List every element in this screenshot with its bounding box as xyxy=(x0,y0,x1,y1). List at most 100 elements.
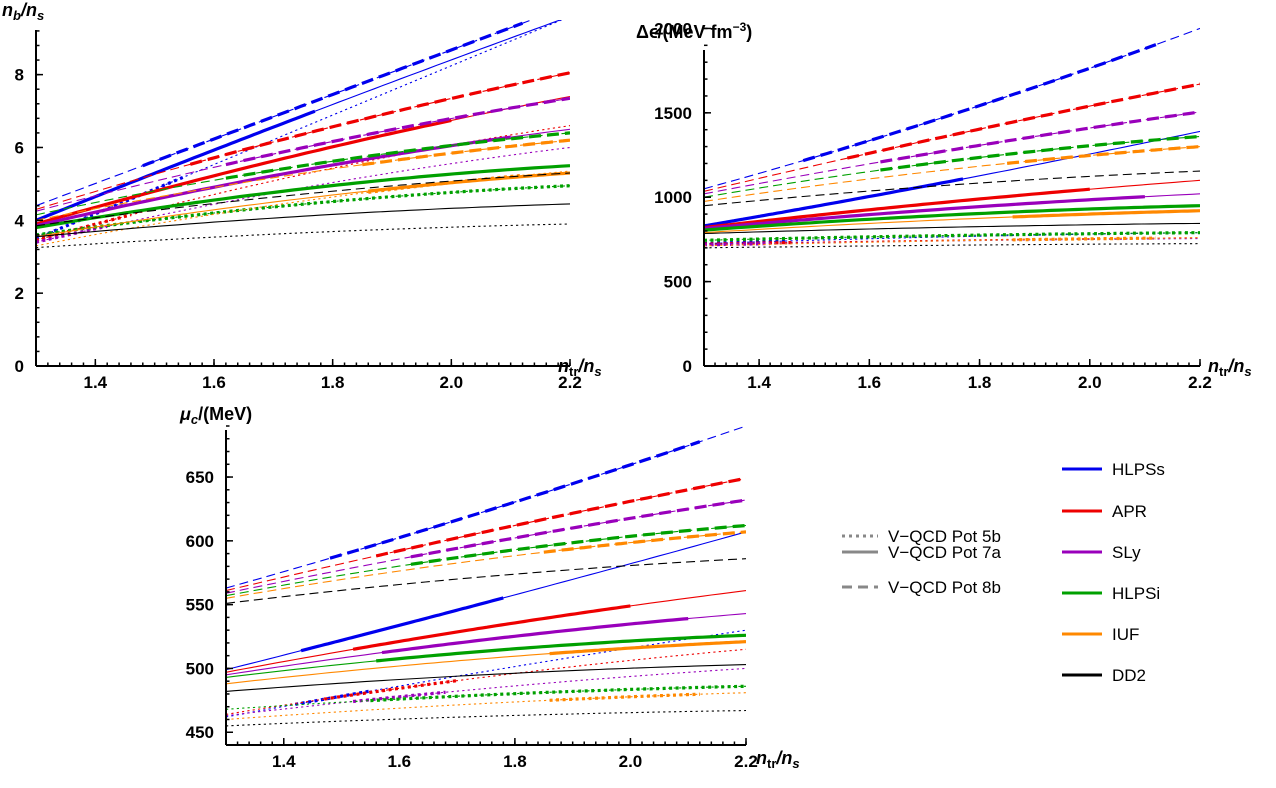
series-line xyxy=(704,238,1200,246)
series-line xyxy=(704,243,1200,249)
series-line xyxy=(226,685,746,710)
y-tick-label: 0 xyxy=(683,357,692,376)
series-line-thick xyxy=(410,498,746,559)
y-tick-label: 1000 xyxy=(654,188,692,207)
de-panel: 1.4 1.6 1.8 2.0 2.2 0 500 1000 1500 2000 Δϵ/(MeV … xyxy=(636,19,1252,392)
series-line xyxy=(704,232,1200,245)
series-line-thick xyxy=(880,110,1200,164)
series-line xyxy=(226,499,746,594)
series-line xyxy=(226,667,746,717)
series-line-thick xyxy=(36,135,511,228)
series-line-thick xyxy=(36,164,570,230)
legend-model-label: DD2 xyxy=(1112,666,1146,685)
mu-plot-area xyxy=(226,426,746,727)
series-line-thick xyxy=(1012,236,1156,242)
nb-x-axis-label: ntr/ns xyxy=(558,356,602,379)
series-line-thick xyxy=(36,224,108,244)
series-line-thick xyxy=(36,118,452,226)
mu-x-axis-label: ntr/ns xyxy=(756,748,800,771)
series-line-thick xyxy=(410,523,746,566)
series-line xyxy=(704,27,1200,190)
legend-model-label: SLy xyxy=(1112,543,1141,562)
series-line xyxy=(36,146,570,243)
x-tick-label: 1.4 xyxy=(84,373,108,392)
series-line-thick xyxy=(368,171,570,193)
legend-model-item: SLy xyxy=(1062,543,1141,562)
series-line xyxy=(226,664,746,692)
series-line xyxy=(226,524,746,597)
legend-model-label: HLPSs xyxy=(1112,460,1165,479)
series-line-thick xyxy=(1006,145,1200,165)
series-line-thick xyxy=(704,204,1200,232)
x-tick-label: 2.2 xyxy=(1188,373,1212,392)
series-line xyxy=(36,72,570,210)
series-line-thick xyxy=(225,131,570,180)
series-line xyxy=(704,222,1200,235)
de-y-axis-label: Δϵ/(MeV fm−3) xyxy=(636,20,752,42)
x-tick-label: 1.8 xyxy=(321,373,345,392)
series-line-thick xyxy=(329,440,701,560)
series-line xyxy=(704,170,1200,207)
y-tick-label: 2 xyxy=(15,284,24,303)
y-tick-label: 650 xyxy=(186,468,214,487)
series-line xyxy=(704,237,1200,245)
series-line-thick xyxy=(189,71,570,166)
series-line-thick xyxy=(370,684,746,703)
legend-model-label: IUF xyxy=(1112,625,1139,644)
series-line xyxy=(226,641,746,685)
series-line-thick xyxy=(704,187,1090,230)
x-tick-label: 2.2 xyxy=(734,752,758,771)
nb-y-axis-label: nb/ns xyxy=(2,0,44,23)
x-tick-label: 2.0 xyxy=(619,752,643,771)
legend-line-styles: V−QCD Pot 5b V−QCD Pot 7a V−QCD Pot 8b xyxy=(842,527,1001,597)
legend-models: HLPSs APR SLy HLPSi IUF DD2 xyxy=(1062,460,1165,685)
y-tick-label: 500 xyxy=(664,273,692,292)
series-line-thick xyxy=(300,596,504,653)
y-tick-label: 8 xyxy=(15,66,24,85)
series-line-thick xyxy=(225,96,570,167)
mu-y-axis-label: μc/(MeV) xyxy=(179,404,252,427)
x-tick-label: 1.8 xyxy=(503,752,527,771)
x-tick-label: 1.6 xyxy=(388,752,412,771)
legend-model-label: APR xyxy=(1112,502,1147,521)
nb-ticks: 1.4 1.6 1.8 2.0 2.2 0 2 4 6 8 xyxy=(15,30,582,392)
legend-style-item: V−QCD Pot 8b xyxy=(842,578,1001,597)
legend-model-item: IUF xyxy=(1062,625,1139,644)
x-tick-label: 1.4 xyxy=(747,373,771,392)
series-line-thick xyxy=(543,530,746,554)
legend-style-item: V−QCD Pot 7a xyxy=(842,543,1001,562)
series-line xyxy=(704,135,1200,198)
nb-panel: 1.4 1.6 1.8 2.0 2.2 0 2 4 6 8 nb/ns ntr/ns xyxy=(2,0,602,392)
series-line xyxy=(704,111,1200,195)
series-line xyxy=(704,232,1200,241)
series-line-thick xyxy=(1012,209,1200,219)
de-ticks: 1.4 1.6 1.8 2.0 2.2 0 500 1000 1500 2000 xyxy=(654,19,1212,392)
legend-style-item: V−QCD Pot 5b xyxy=(842,527,1001,546)
x-tick-label: 2.0 xyxy=(1078,373,1102,392)
legend-style-label: V−QCD Pot 7a xyxy=(888,543,1001,562)
x-tick-label: 1.4 xyxy=(272,752,296,771)
mu-ticks: 1.4 1.6 1.8 2.0 2.2 450 500 550 600 650 xyxy=(186,425,758,771)
series-line-thick xyxy=(846,82,1200,160)
series-line xyxy=(226,648,746,715)
x-tick-label: 1.6 xyxy=(202,373,226,392)
legend-model-item: DD2 xyxy=(1062,666,1146,685)
legend-style-label: V−QCD Pot 8b xyxy=(888,578,1001,597)
series-line-thick xyxy=(549,692,700,702)
series-line-thick xyxy=(704,195,1145,230)
series-line xyxy=(36,20,563,240)
series-line-thick xyxy=(323,679,458,701)
series-line-thick xyxy=(704,231,1200,242)
series-line xyxy=(36,172,570,227)
de-x-axis-label: ntr/ns xyxy=(1208,356,1252,379)
series-line xyxy=(36,128,570,227)
y-tick-label: 500 xyxy=(186,659,214,678)
series-line-thick xyxy=(802,43,1157,163)
series-line-thick xyxy=(375,476,746,558)
y-tick-label: 2000 xyxy=(654,19,692,38)
series-line xyxy=(36,203,570,238)
legend-model-item: HLPSi xyxy=(1062,584,1160,603)
x-tick-label: 1.8 xyxy=(968,373,992,392)
